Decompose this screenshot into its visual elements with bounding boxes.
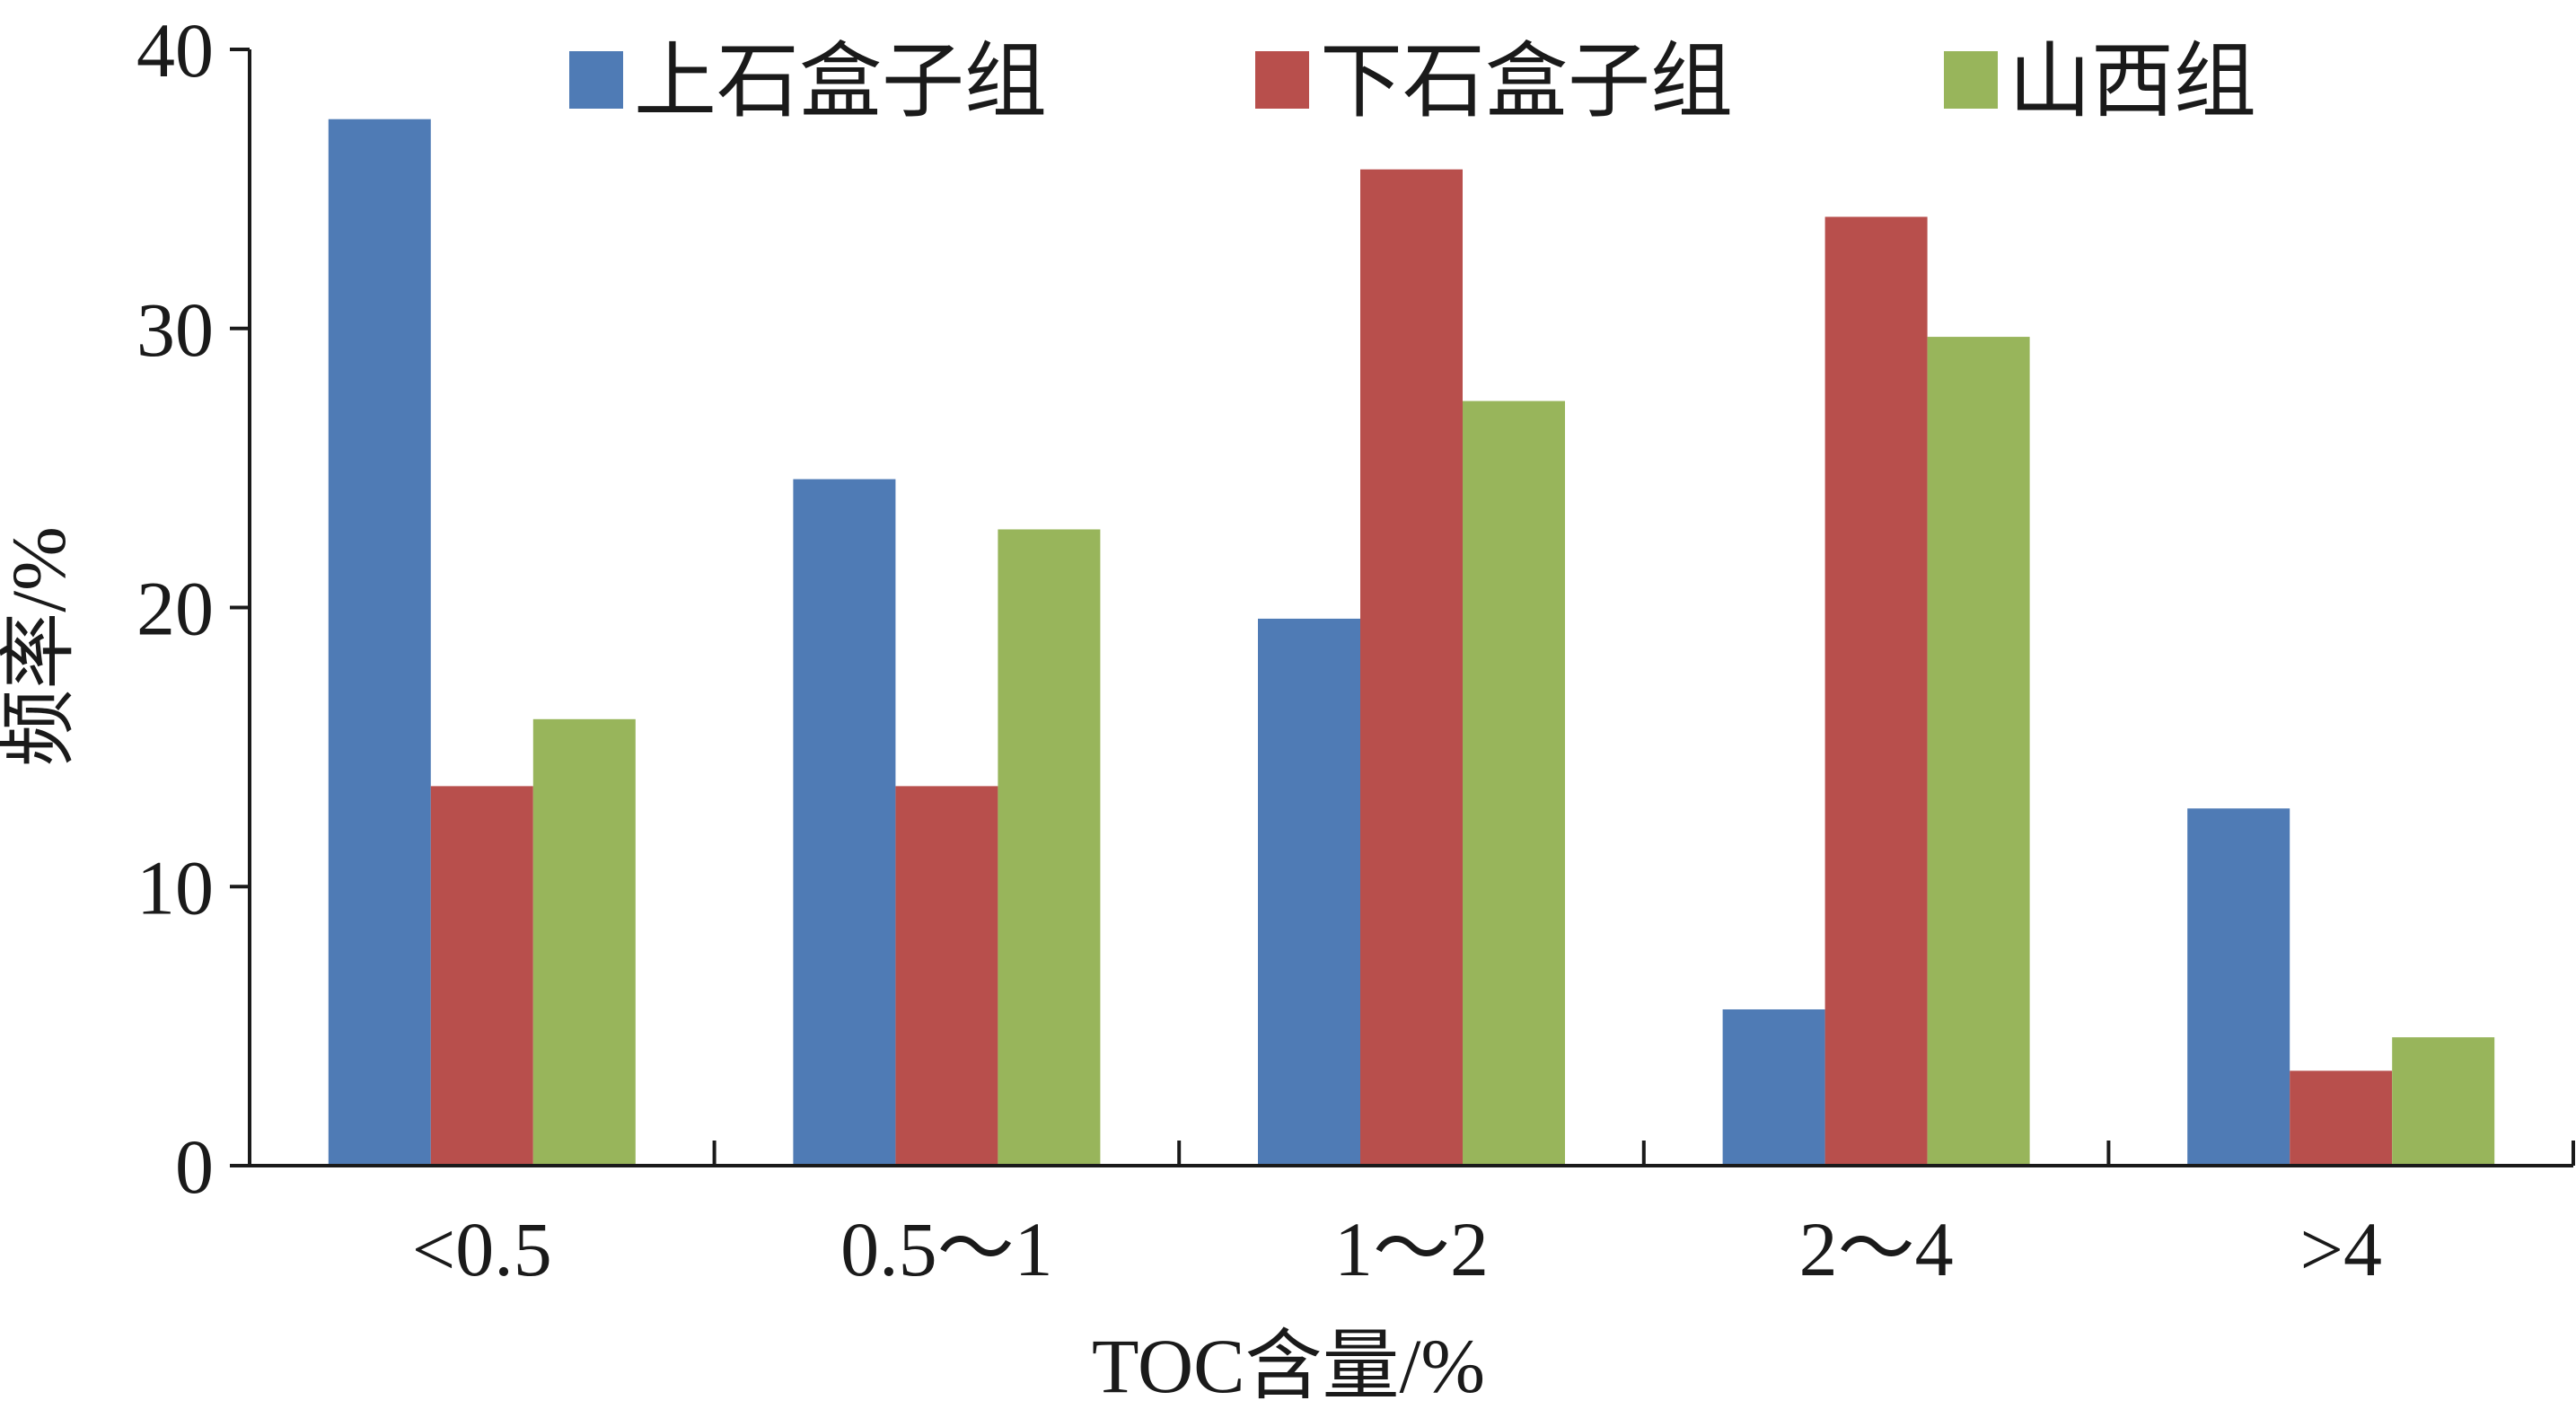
legend-label: 山西组 bbox=[2009, 36, 2256, 128]
legend-swatch bbox=[1255, 51, 1309, 109]
x-tick-label: 1～2 bbox=[1334, 1206, 1489, 1292]
y-tick-label: 20 bbox=[136, 566, 214, 652]
x-tick-label: 2～4 bbox=[1799, 1206, 1954, 1292]
bar-series-1-category-5 bbox=[2187, 808, 2290, 1166]
legend-label: 下石盒子组 bbox=[1320, 36, 1733, 128]
bar-series-2-category-3 bbox=[1360, 169, 1463, 1166]
y-tick-label: 0 bbox=[175, 1123, 214, 1210]
ticks-layer: 0 10 20 30 40 <0.5 0.5～1 1～2 2～4 >4 bbox=[136, 7, 2575, 1292]
bar-series-3-category-2 bbox=[998, 529, 1101, 1166]
legend: 上石盒子组 下石盒子组 山西组 bbox=[569, 36, 2256, 128]
bar-series-2-category-4 bbox=[1824, 216, 1928, 1167]
y-tick-label: 10 bbox=[136, 844, 214, 930]
bar-series-3-category-5 bbox=[2392, 1037, 2495, 1166]
bar-series-1-category-2 bbox=[793, 479, 896, 1166]
bar-series-2-category-5 bbox=[2290, 1070, 2393, 1166]
y-axis-title: 频率/% bbox=[0, 526, 82, 767]
bar-series-1-category-1 bbox=[328, 119, 431, 1166]
x-tick-label: 0.5～1 bbox=[840, 1206, 1053, 1292]
x-tick-label: >4 bbox=[2299, 1206, 2382, 1292]
bar-series-2-category-1 bbox=[430, 786, 533, 1166]
bar-series-1-category-4 bbox=[1722, 1009, 1825, 1166]
bar-series-2-category-2 bbox=[895, 786, 998, 1166]
legend-swatch bbox=[569, 51, 623, 109]
bar-series-1-category-3 bbox=[1258, 618, 1360, 1166]
y-tick-label: 40 bbox=[136, 7, 214, 93]
legend-label: 上石盒子组 bbox=[634, 36, 1047, 128]
legend-swatch bbox=[1944, 51, 1998, 109]
x-axis-title: TOC含量/% bbox=[1092, 1323, 1485, 1409]
x-tick-label: <0.5 bbox=[412, 1206, 552, 1292]
y-tick-label: 30 bbox=[136, 286, 214, 373]
bar-series-3-category-4 bbox=[1927, 337, 2030, 1166]
bar-series-3-category-1 bbox=[532, 718, 636, 1166]
bars-layer bbox=[328, 119, 2495, 1167]
bar-series-3-category-3 bbox=[1463, 401, 1565, 1166]
